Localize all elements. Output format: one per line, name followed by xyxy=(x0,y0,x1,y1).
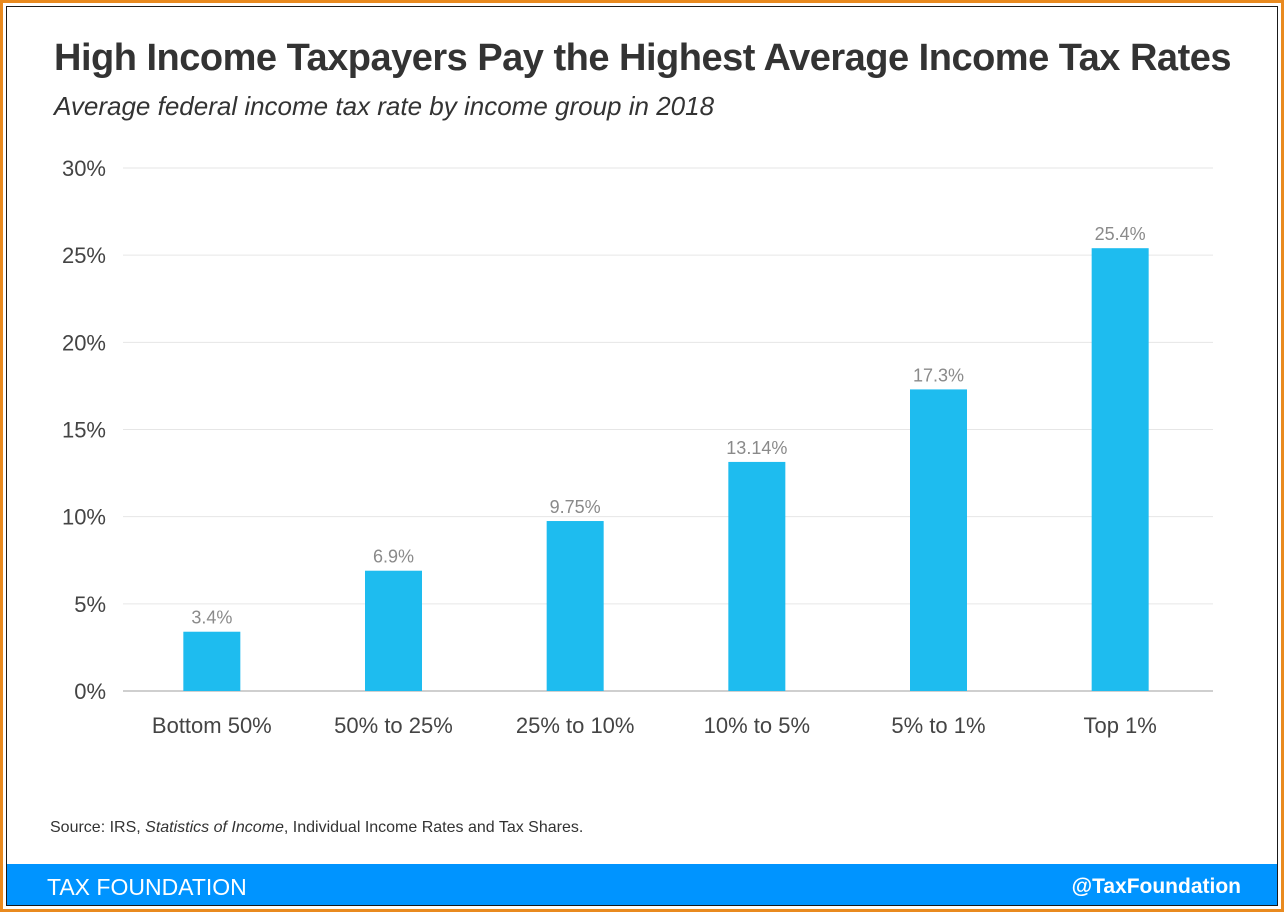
y-tick-label: 15% xyxy=(62,418,106,443)
source-publication: Statistics of Income xyxy=(145,819,284,836)
bar xyxy=(728,461,786,691)
source-prefix: Source: IRS, xyxy=(50,819,146,836)
data-label: 25.4% xyxy=(1095,224,1146,244)
x-tick-label: Bottom 50% xyxy=(152,713,272,738)
bar xyxy=(546,521,604,691)
bar xyxy=(365,570,422,691)
x-tick-label: 25% to 10% xyxy=(516,713,635,738)
footer-handle: @TaxFoundation xyxy=(1071,875,1241,898)
bar xyxy=(1091,248,1149,691)
x-tick-label: 5% to 1% xyxy=(891,713,985,738)
y-tick-label: 0% xyxy=(74,679,106,704)
source-suffix: , Individual Income Rates and Tax Shares… xyxy=(283,819,584,836)
y-tick-label: 10% xyxy=(62,505,106,530)
bar xyxy=(183,631,241,691)
data-label: 6.9% xyxy=(373,547,414,567)
chart-subtitle: Average federal income tax rate by incom… xyxy=(54,91,715,121)
x-tick-label: 50% to 25% xyxy=(334,713,453,738)
x-tick-label: 10% to 5% xyxy=(704,713,810,738)
x-tick-label: Top 1% xyxy=(1083,713,1156,738)
y-tick-label: 30% xyxy=(62,156,106,181)
data-label: 17.3% xyxy=(913,365,964,385)
y-tick-label: 5% xyxy=(74,592,106,617)
chart-panel: High Income Taxpayers Pay the Highest Av… xyxy=(6,6,1278,906)
bar xyxy=(910,389,967,691)
y-tick-label: 20% xyxy=(62,330,106,355)
data-label: 13.14% xyxy=(726,438,787,458)
bar-chart: 0% 5% 10% 15% 20% 25% 30% 3.4% Bottom 50% 6.9% 50%… xyxy=(62,156,1213,738)
data-label: 3.4% xyxy=(191,608,232,628)
source-note: Source: IRS, Statistics of Income, Indiv… xyxy=(50,819,583,837)
data-label: 9.75% xyxy=(550,497,601,517)
chart-title: High Income Taxpayers Pay the Highest Av… xyxy=(54,37,1231,79)
y-tick-label: 25% xyxy=(62,243,106,268)
footer-brand: TAX FOUNDATION xyxy=(47,874,247,900)
footer-bar: TAX FOUNDATION @TaxFoundation xyxy=(7,864,1277,905)
